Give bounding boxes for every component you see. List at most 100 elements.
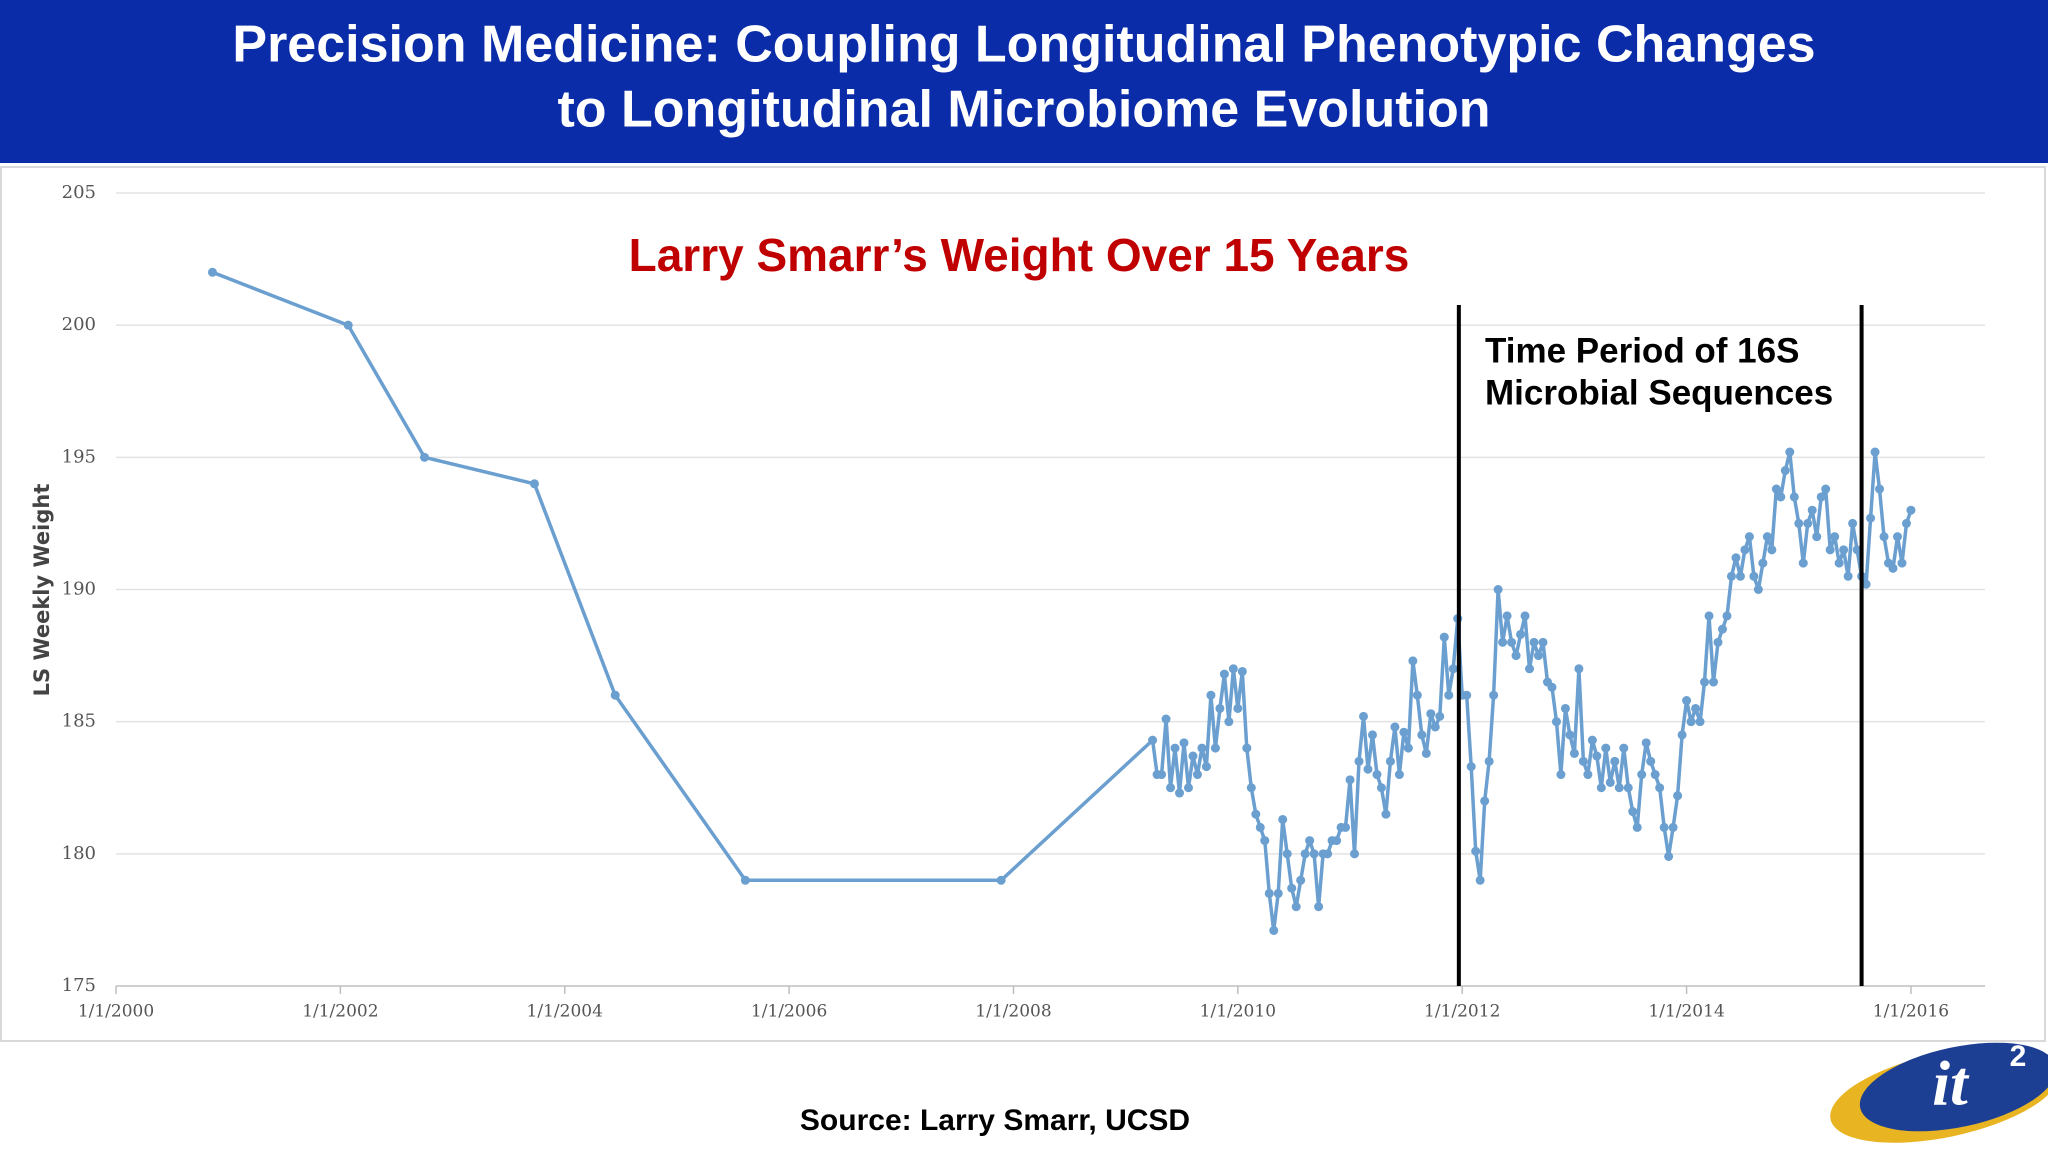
x-tick-label: 1/1/2010 bbox=[1200, 1002, 1276, 1022]
weight-point bbox=[1713, 637, 1723, 647]
weight-point bbox=[1668, 822, 1678, 832]
weight-point bbox=[1350, 849, 1360, 859]
weight-point bbox=[1372, 770, 1382, 780]
x-tick-label: 1/1/2014 bbox=[1648, 1002, 1724, 1022]
weight-point bbox=[1749, 571, 1759, 581]
weight-point bbox=[1237, 666, 1247, 676]
weight-point bbox=[1255, 822, 1265, 832]
chart: 175 180 185 190 195 200 205 1/1/2000 1/1/2002 1/1… bbox=[30, 182, 1985, 1022]
weight-point bbox=[1170, 743, 1180, 753]
x-tick-label: 1/1/2012 bbox=[1424, 1002, 1500, 1022]
weight-point bbox=[1444, 690, 1454, 700]
weight-point bbox=[1242, 743, 1252, 753]
weight-point bbox=[1623, 783, 1633, 793]
weight-point bbox=[1870, 447, 1880, 457]
weight-point bbox=[1875, 484, 1885, 494]
weight-point bbox=[1560, 703, 1570, 713]
weight-point bbox=[1569, 748, 1579, 758]
weight-point bbox=[740, 875, 750, 885]
x-tick-label: 1/1/2008 bbox=[975, 1002, 1051, 1022]
weight-point bbox=[1691, 703, 1701, 713]
weight-point bbox=[1354, 756, 1364, 766]
weight-point bbox=[1520, 611, 1530, 621]
weight-point bbox=[1740, 545, 1750, 555]
weight-point bbox=[1367, 730, 1377, 740]
weight-point bbox=[1498, 637, 1508, 647]
weight-point bbox=[1758, 558, 1768, 568]
weight-point bbox=[1673, 791, 1683, 801]
weight-point bbox=[1767, 545, 1777, 555]
y-tick-label: 190 bbox=[62, 579, 96, 600]
weight-point bbox=[1830, 532, 1840, 542]
weight-point bbox=[1879, 532, 1889, 542]
weight-point bbox=[1852, 545, 1862, 555]
weight-point bbox=[1812, 532, 1822, 542]
weight-point bbox=[420, 452, 430, 462]
y-tick-label: 200 bbox=[62, 314, 96, 335]
weight-point bbox=[1776, 492, 1786, 502]
weight-point bbox=[1471, 846, 1481, 856]
weight-point bbox=[1583, 770, 1593, 780]
weight-point bbox=[1547, 682, 1557, 692]
x-tick-label: 1/1/2016 bbox=[1873, 1002, 1949, 1022]
weight-point bbox=[1493, 585, 1503, 594]
weight-point bbox=[1188, 751, 1198, 761]
weight-point bbox=[1466, 762, 1476, 772]
weight-point bbox=[1399, 727, 1409, 737]
weight-point bbox=[1843, 571, 1853, 581]
weight-point bbox=[1314, 902, 1324, 912]
weight-point bbox=[1762, 532, 1772, 542]
weight-point bbox=[1556, 770, 1566, 780]
header-band bbox=[0, 0, 2048, 163]
weight-point bbox=[207, 267, 217, 277]
weight-point bbox=[1484, 756, 1494, 766]
weight-point bbox=[1538, 637, 1548, 647]
weight-point bbox=[1282, 849, 1292, 859]
weight-point bbox=[1726, 571, 1736, 581]
weight-point bbox=[1224, 717, 1234, 727]
weight-point bbox=[1435, 711, 1445, 721]
slide-title: to Longitudinal Microbiome Evolution bbox=[557, 81, 1490, 139]
slide-title: Precision Medicine: Coupling Longitudina… bbox=[232, 16, 1815, 74]
weight-point bbox=[1534, 651, 1544, 661]
weight-point bbox=[1641, 738, 1651, 748]
weight-point bbox=[1511, 651, 1521, 661]
weight-point bbox=[1901, 518, 1911, 528]
weight-point bbox=[1358, 711, 1368, 721]
weight-point bbox=[1906, 505, 1916, 515]
weight-point bbox=[1664, 851, 1674, 861]
weight-point bbox=[1480, 796, 1490, 806]
weight-point bbox=[1821, 484, 1831, 494]
weight-point bbox=[1183, 783, 1193, 793]
weight-point bbox=[1596, 783, 1606, 793]
weight-point bbox=[1246, 783, 1256, 793]
weight-point bbox=[1206, 690, 1216, 700]
y-tick-label: 180 bbox=[62, 843, 96, 864]
y-tick-label: 205 bbox=[62, 182, 96, 203]
weight-point bbox=[1502, 611, 1512, 621]
weight-point bbox=[1637, 770, 1647, 780]
weight-point bbox=[1296, 875, 1306, 885]
weight-point bbox=[1157, 770, 1167, 780]
weight-point bbox=[1816, 492, 1826, 502]
weight-point bbox=[1448, 664, 1458, 674]
weight-point bbox=[1260, 836, 1270, 846]
weight-point bbox=[1300, 849, 1310, 859]
weight-point bbox=[1408, 656, 1418, 666]
weight-point bbox=[1516, 629, 1526, 639]
weight-point bbox=[1278, 814, 1288, 824]
weight-point bbox=[1578, 756, 1588, 766]
weight-point bbox=[1385, 756, 1395, 766]
weight-point bbox=[1269, 925, 1279, 935]
weight-point bbox=[1780, 466, 1790, 476]
annotation: Microbial Sequences bbox=[1485, 373, 1833, 412]
weight-point bbox=[1394, 770, 1404, 780]
weight-point bbox=[1605, 777, 1615, 787]
weight-point bbox=[529, 479, 539, 489]
weight-point bbox=[1175, 788, 1185, 798]
weight-point bbox=[1273, 888, 1283, 898]
weight-point bbox=[1251, 809, 1261, 819]
weight-point bbox=[1632, 822, 1642, 832]
x-tick-label: 1/1/2006 bbox=[751, 1002, 827, 1022]
